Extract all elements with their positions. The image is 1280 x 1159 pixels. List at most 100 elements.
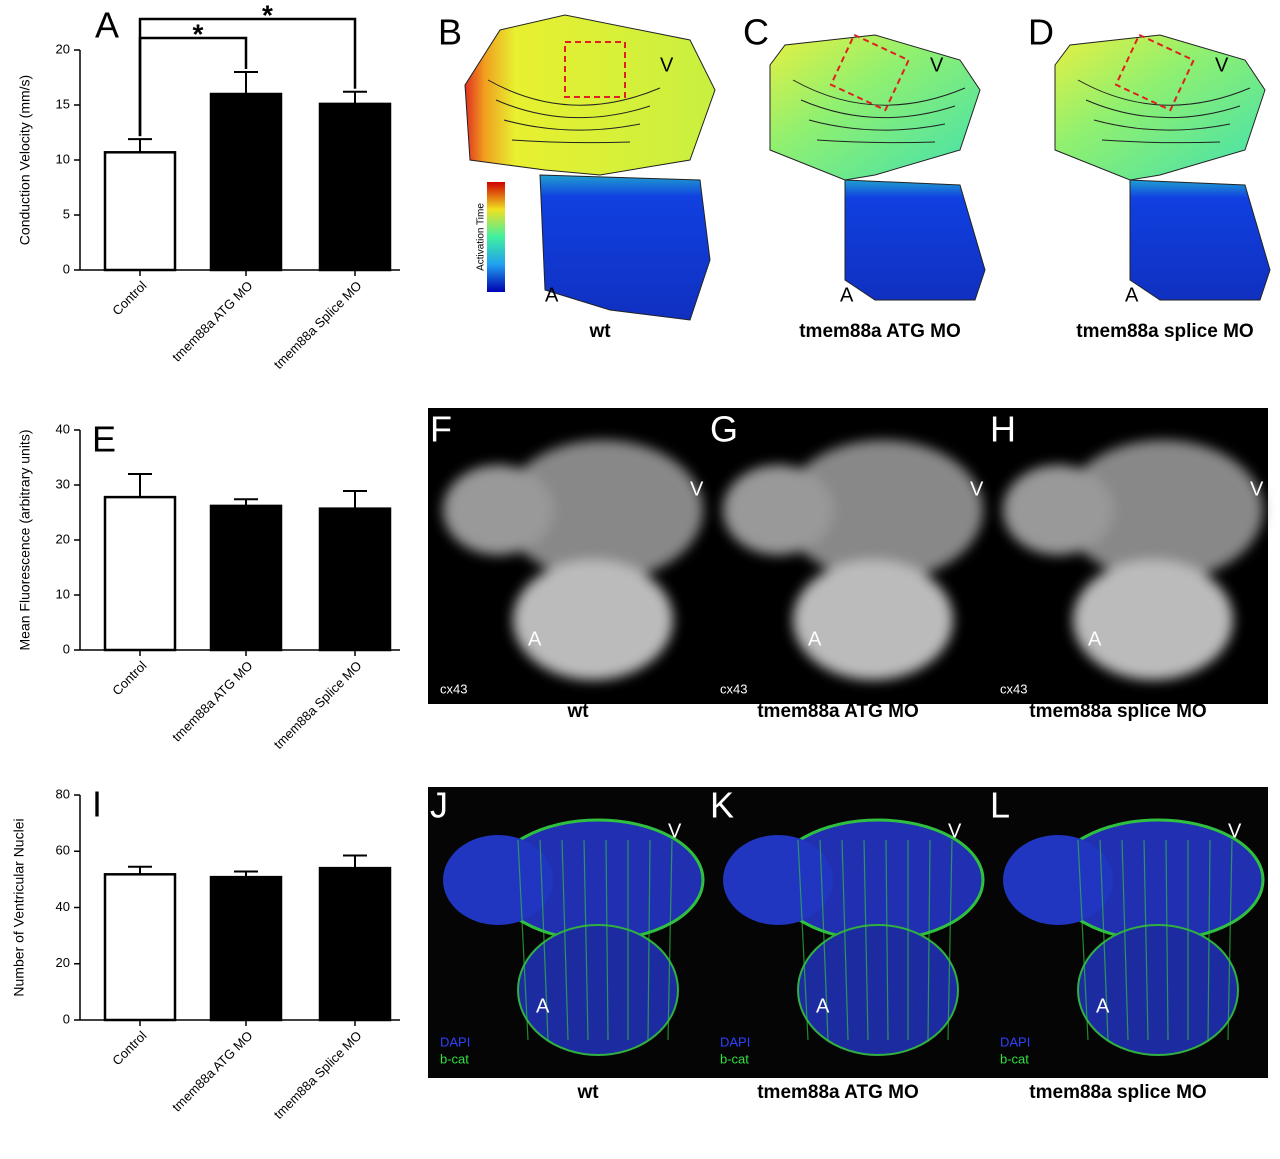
membrane	[561, 839, 569, 1041]
bcat-image	[723, 818, 985, 1056]
y-tick-label: 10	[56, 586, 70, 601]
activation-map	[464, 14, 716, 321]
membrane	[819, 839, 829, 1041]
panel-letter: I	[92, 784, 102, 825]
y-tick-label: 20	[56, 955, 70, 970]
panel-letter: F	[430, 409, 452, 450]
isochrone	[792, 79, 966, 106]
y-tick-label: 0	[63, 1011, 70, 1026]
ventricle-map	[464, 14, 716, 176]
stain-label: b-cat	[720, 1051, 749, 1066]
cx43-image	[1003, 440, 1263, 680]
isochrone	[1101, 139, 1221, 144]
ventricle-label: V	[660, 54, 674, 76]
x-tick-label: Control	[109, 658, 149, 698]
stain-label: DAPI	[720, 1034, 750, 1049]
cx43-image	[723, 440, 983, 680]
ventricle-label: V	[930, 54, 944, 76]
atrium-label: A	[816, 995, 830, 1017]
caption: tmem88a splice MO	[1029, 1082, 1206, 1103]
ventricle-label: V	[948, 820, 962, 842]
panel-letter: E	[92, 419, 116, 460]
stain-label: b-cat	[440, 1051, 469, 1066]
bar	[209, 875, 283, 1022]
membrane	[1207, 839, 1211, 1041]
atrium-label: A	[1125, 284, 1139, 306]
panel-letter: D	[1028, 12, 1054, 53]
caption: wt	[566, 701, 589, 722]
isochrone	[487, 79, 661, 106]
x-tick-label: tmem88a Splice MO	[271, 1028, 365, 1122]
stain-label: DAPI	[440, 1034, 470, 1049]
isochrone	[495, 99, 651, 119]
color-scale	[487, 182, 505, 292]
panel-letter: J	[430, 785, 448, 826]
x-tick-label: Control	[109, 278, 149, 318]
bar	[318, 507, 392, 652]
membrane	[841, 839, 849, 1041]
caption: wt	[588, 321, 611, 342]
activation-map	[769, 33, 986, 301]
significance-label: *	[262, 0, 273, 30]
membrane	[885, 839, 889, 1041]
y-axis-label: Mean Fluorescence (arbitrary units)	[17, 430, 33, 651]
atrium-tissue	[513, 560, 673, 680]
isochrone	[808, 119, 946, 131]
stain-label: cx43	[440, 681, 467, 696]
cx43-image	[443, 440, 703, 680]
x-tick-label: tmem88a Splice MO	[271, 658, 365, 752]
panel-letter: L	[990, 785, 1010, 826]
bar	[103, 873, 177, 1022]
panel-letter: A	[95, 5, 119, 46]
atrium-label: A	[545, 284, 559, 306]
activation-map	[1054, 33, 1271, 301]
caption: tmem88a ATG MO	[757, 701, 919, 722]
y-tick-label: 5	[63, 206, 70, 221]
bar	[103, 495, 177, 652]
membrane	[927, 839, 931, 1041]
membrane	[539, 839, 549, 1041]
ventricle-tissue	[1063, 440, 1263, 580]
membrane	[1121, 839, 1129, 1041]
bar	[103, 151, 177, 272]
outflow-tissue	[443, 835, 553, 925]
y-tick-label: 20	[56, 531, 70, 546]
bar	[209, 92, 283, 272]
panel-letter: B	[438, 12, 462, 53]
bar	[318, 102, 392, 272]
y-tick-label: 40	[56, 899, 70, 914]
atrium-tissue	[1073, 560, 1233, 680]
isochrone	[503, 119, 641, 131]
y-tick-label: 0	[63, 261, 70, 276]
atrium-label: A	[840, 284, 854, 306]
membrane	[947, 839, 953, 1041]
x-tick-label: tmem88a ATG MO	[169, 658, 256, 745]
atrium-tissue	[793, 560, 953, 680]
caption: wt	[576, 1082, 599, 1103]
caption: tmem88a splice MO	[1076, 321, 1253, 342]
ventricle-map	[1054, 34, 1266, 181]
bar	[318, 866, 392, 1022]
caption: tmem88a splice MO	[1029, 701, 1206, 722]
ventricle-label: V	[1228, 820, 1242, 842]
outflow-tissue	[1003, 835, 1113, 925]
color-scale-label: Activation Time	[476, 203, 487, 271]
caption: tmem88a ATG MO	[757, 1082, 919, 1103]
x-tick-label: tmem88a ATG MO	[169, 278, 256, 365]
isochrone	[816, 139, 936, 144]
panel-letter: G	[710, 409, 738, 450]
membrane	[1165, 839, 1169, 1041]
atrium-tissue	[517, 924, 679, 1056]
ventricle-tissue	[783, 440, 983, 580]
panel-letter: H	[990, 409, 1016, 450]
stain-label: cx43	[720, 681, 747, 696]
atrium-map	[844, 179, 986, 301]
y-tick-label: 60	[56, 843, 70, 858]
roi-box	[829, 33, 910, 112]
atrium-label: A	[808, 628, 822, 650]
ventricle-label: V	[690, 478, 704, 500]
ventricle-map	[769, 34, 981, 181]
atrium-map	[539, 174, 711, 321]
ventricle-label: V	[970, 478, 984, 500]
